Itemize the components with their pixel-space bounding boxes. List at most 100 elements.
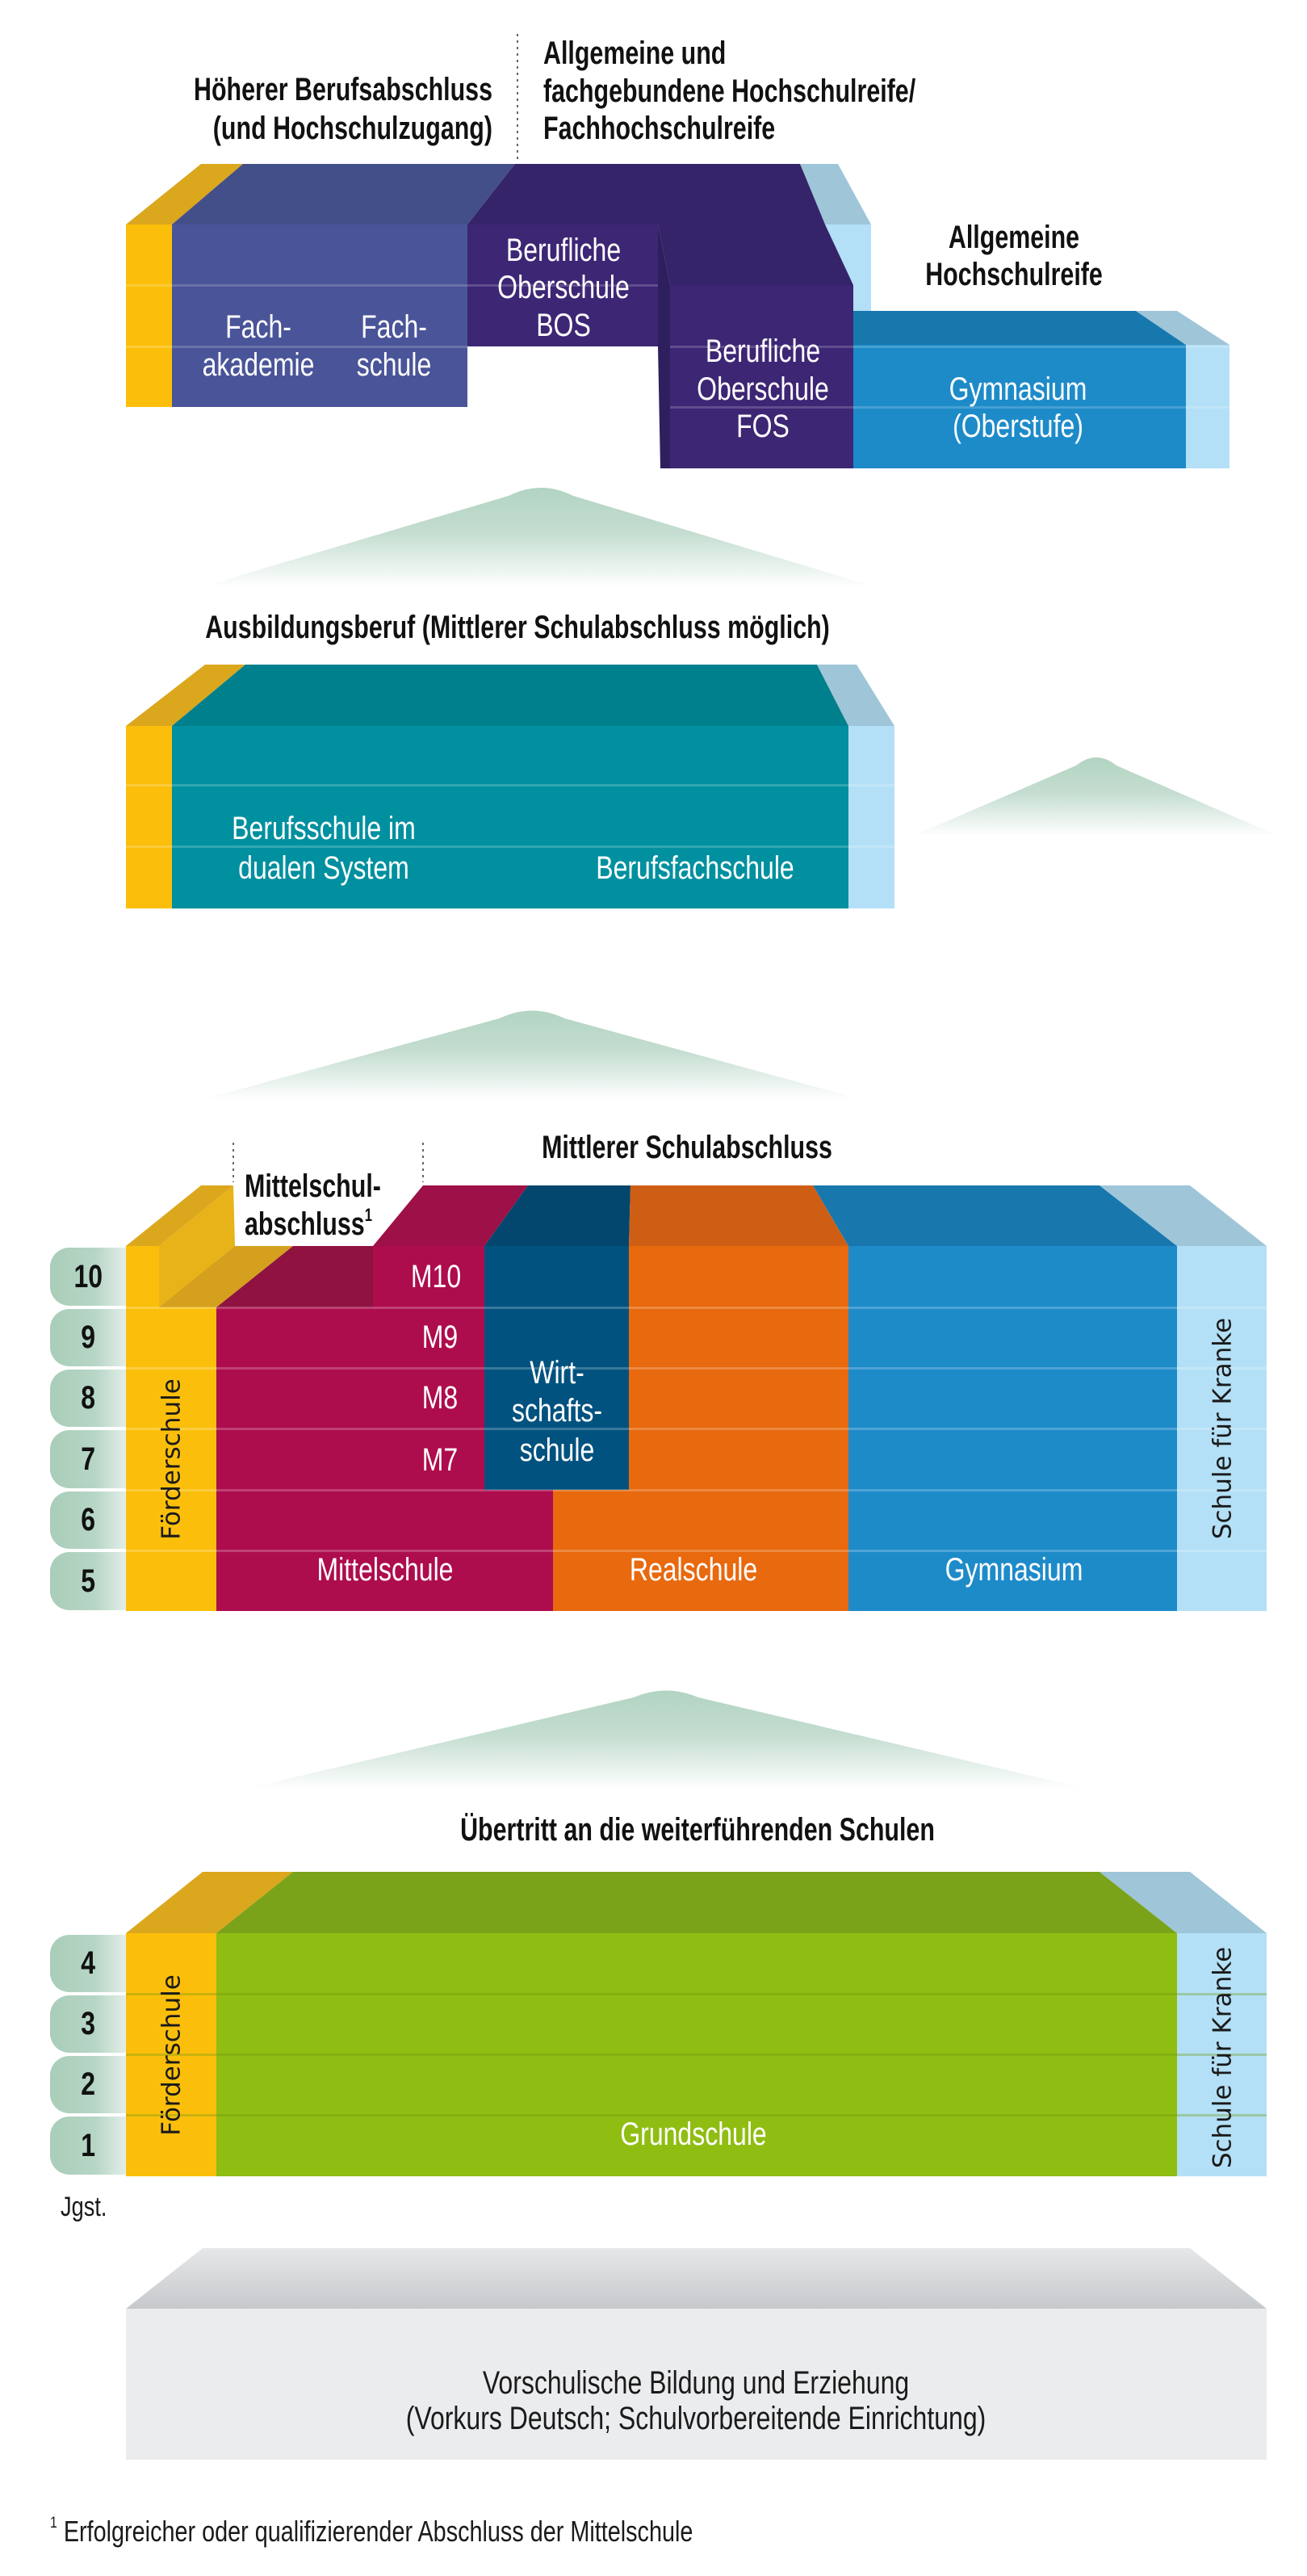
realschule-lower (553, 1490, 848, 1611)
heading-hochschulreife: fachgebundene Hochschulreife/ (543, 73, 916, 109)
footnote-mark: 1 (364, 1205, 373, 1225)
label-berufsschule: Berufsschule im (232, 811, 416, 846)
foerderschule-column-primary (126, 1933, 216, 2176)
grade-tab-1: 1 (50, 2117, 126, 2175)
fos-block (670, 285, 853, 468)
heading-hoeherer-berufsabschluss: Höherer Berufsabschluss (193, 72, 492, 107)
grade-number: 1 (81, 2127, 95, 2163)
grade-number: 8 (81, 1380, 95, 1416)
label-gymnasium: Gymnasium (945, 1552, 1083, 1588)
footnote-mark: 1 (50, 2514, 57, 2532)
grade-number: 9 (81, 1319, 95, 1355)
label-vorschulische-bildung: Vorschulische Bildung und Erziehung (482, 2365, 910, 2401)
year-lines-upper (126, 284, 1230, 409)
grade-number: 5 (81, 1563, 95, 1599)
label-grundschule: Grundschule (620, 2117, 767, 2152)
grade-number: 7 (81, 1441, 95, 1477)
grade-number: 4 (81, 1945, 95, 1981)
heading-text: abschluss (245, 1206, 365, 1242)
label-fachakademie: Fach- (225, 309, 291, 345)
heading-hochschulreife: Fachhochschulreife (543, 111, 776, 146)
label-wirtschaftsschule: schule (519, 1433, 595, 1468)
kranke-top-face-upper (800, 164, 871, 224)
gymnasium-block (848, 1246, 1177, 1611)
vorschule-top-face (126, 2248, 1267, 2309)
label-fos: Berufliche (705, 334, 821, 369)
foerder-top-face (126, 1872, 293, 1933)
grade-tab-9: 9 (50, 1309, 126, 1366)
grundschule-top-face (216, 1872, 1177, 1933)
heading-hochschulreife: Allgemeine und (543, 36, 727, 71)
label-m10: M10 (410, 1259, 462, 1294)
grade-number: 3 (81, 2006, 95, 2041)
label-berufsschule: dualen System (238, 850, 409, 886)
vorschule-block (126, 2309, 1267, 2460)
label-schule-fuer-kranke: Schule für Kranke (1208, 1317, 1238, 1540)
kranke-column-right (1186, 345, 1230, 468)
foerder-column-vocational (126, 726, 172, 908)
gymnasium-oberstufe-block (853, 345, 1186, 468)
label-bos: Oberschule (497, 270, 630, 305)
fach-top-face (172, 164, 515, 224)
grade-tab-3: 3 (50, 1995, 126, 2053)
mittelschule-notch (216, 1246, 373, 1307)
berufsschule-block (172, 726, 848, 908)
wirtschaftsschule-block (484, 1246, 629, 1490)
mittelschule-lower (216, 1490, 553, 1611)
transition-mound (201, 1010, 863, 1100)
grade-tab-10: 10 (50, 1248, 126, 1306)
mittelschulabschluss-box (235, 1184, 373, 1246)
label-bos: Berufliche (505, 233, 622, 268)
transition-mound (243, 1690, 1089, 1789)
label-m8: M8 (421, 1380, 459, 1416)
heading-uebertritt: Übertritt an die weiterführenden Schulen (460, 1812, 935, 1848)
label-fachschule: schule (356, 347, 432, 383)
label-wirtschaftsschule: schafts- (511, 1393, 603, 1429)
fachakademie-fachschule-block (172, 224, 467, 407)
berufsschule-top-face (172, 665, 848, 726)
grade-axis-label: Jgst. (61, 2192, 107, 2222)
transition-mound (201, 488, 876, 587)
label-gymnasium-oberstufe: Gymnasium (949, 371, 1087, 407)
bos-block (467, 224, 658, 346)
year-lines-vocational (126, 784, 894, 848)
heading-mittelschulabschluss: Mittelschul- (245, 1168, 381, 1204)
label-wirtschaftsschule: Wirt- (530, 1355, 584, 1391)
mittelschule-top-face (373, 1185, 528, 1246)
foerder-column-upper (126, 224, 172, 407)
heading-ausbildungsberuf: Ausbildungsberuf (Mittlerer Schulabschlu… (205, 610, 830, 645)
foerder-top-face (126, 164, 243, 224)
bos-fos-top-face (467, 164, 853, 285)
label-m7: M7 (421, 1442, 459, 1478)
label-fachschule: Fach- (361, 309, 427, 345)
grade-tab-8: 8 (50, 1370, 126, 1427)
label-fos: Oberschule (697, 371, 829, 407)
grade-tab-4: 4 (50, 1935, 126, 1992)
gymnasium-oberstufe-top-face (853, 311, 1186, 345)
label-bos: BOS (536, 308, 591, 343)
heading-hoeherer-berufsabschluss-sub: (und Hochschulzugang) (212, 111, 492, 146)
label-schule-fuer-kranke: Schule für Kranke (1208, 1946, 1238, 2169)
schule-fuer-kranke-column-primary (1177, 1933, 1267, 2176)
heading-mittelschulabschluss: abschluss1 (245, 1205, 373, 1242)
grade-tab-7: 7 (50, 1430, 126, 1488)
heading-allgemeine-hochschulreife: Allgemeine (948, 220, 1080, 255)
realschule-top-face (629, 1185, 848, 1246)
year-lines-secondary (126, 1307, 1267, 1552)
footnote-text: Erfolgreicher oder qualifizierender Absc… (63, 2515, 693, 2548)
foerder-top-face (126, 1185, 233, 1246)
fos-side-face (658, 224, 670, 468)
label-foerderschule: Förderschule (157, 1974, 186, 2136)
footnote: 1 Erfolgreicher oder qualifizierender Ab… (50, 2514, 693, 2548)
kranke-column-vocational (848, 726, 894, 908)
kranke-top-face-right (1136, 311, 1230, 345)
label-m9: M9 (421, 1319, 459, 1355)
realschule-block (629, 1246, 848, 1490)
grade-tab-6: 6 (50, 1491, 126, 1549)
label-realschule: Realschule (629, 1552, 758, 1588)
label-foerderschule: Förderschule (157, 1378, 186, 1540)
grade-number: 6 (81, 1502, 95, 1538)
kranke-top-face (817, 665, 894, 726)
